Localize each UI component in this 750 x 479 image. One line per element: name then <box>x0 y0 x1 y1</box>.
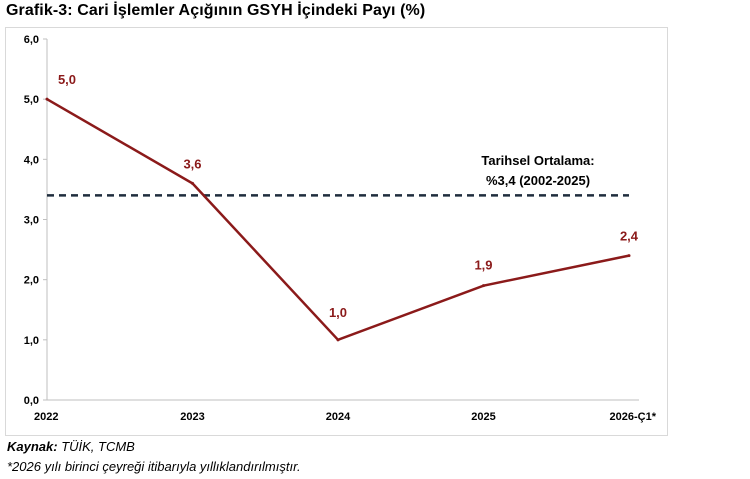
x-tick-label: 2022 <box>34 411 58 423</box>
average-label-period: %3,4 (2002-2025) <box>486 173 590 188</box>
x-tick-label: 2024 <box>326 411 351 423</box>
chart-frame <box>5 27 668 436</box>
data-label: 1,9 <box>474 258 492 273</box>
data-label: 3,6 <box>183 156 201 171</box>
data-label: 2,4 <box>620 229 639 244</box>
y-tick-label: 5,0 <box>24 94 39 106</box>
average-label: Tarihsel Ortalama: <box>481 153 594 168</box>
footnote: *2026 yılı birinci çeyreği itibarıyla yı… <box>7 459 301 474</box>
y-tick-label: 1,0 <box>24 335 39 347</box>
y-tick-label: 3,0 <box>24 215 39 227</box>
y-tick-label: 2,0 <box>24 275 39 287</box>
source-note: Kaynak: TÜİK, TCMB <box>7 439 135 454</box>
y-tick-label: 4,0 <box>24 154 39 166</box>
data-point <box>627 254 631 258</box>
x-tick-label: 2026-Ç1* <box>610 411 657 423</box>
data-label: 5,0 <box>58 72 76 87</box>
data-point <box>336 338 340 342</box>
data-label: 1,0 <box>329 305 347 320</box>
source-label: Kaynak: <box>7 439 58 454</box>
source-text: TÜİK, TCMB <box>57 439 135 454</box>
chart-title: Grafik-3: Cari İşlemler Açığının GSYH İç… <box>6 2 426 19</box>
data-point <box>482 284 485 288</box>
data-point <box>45 97 49 101</box>
x-tick-label: 2025 <box>471 411 495 423</box>
data-point <box>191 181 194 185</box>
series-line <box>46 98 630 342</box>
x-tick-label: 2023 <box>180 411 204 423</box>
y-tick-label: 0,0 <box>24 395 39 407</box>
y-tick-label: 6,0 <box>24 34 39 46</box>
